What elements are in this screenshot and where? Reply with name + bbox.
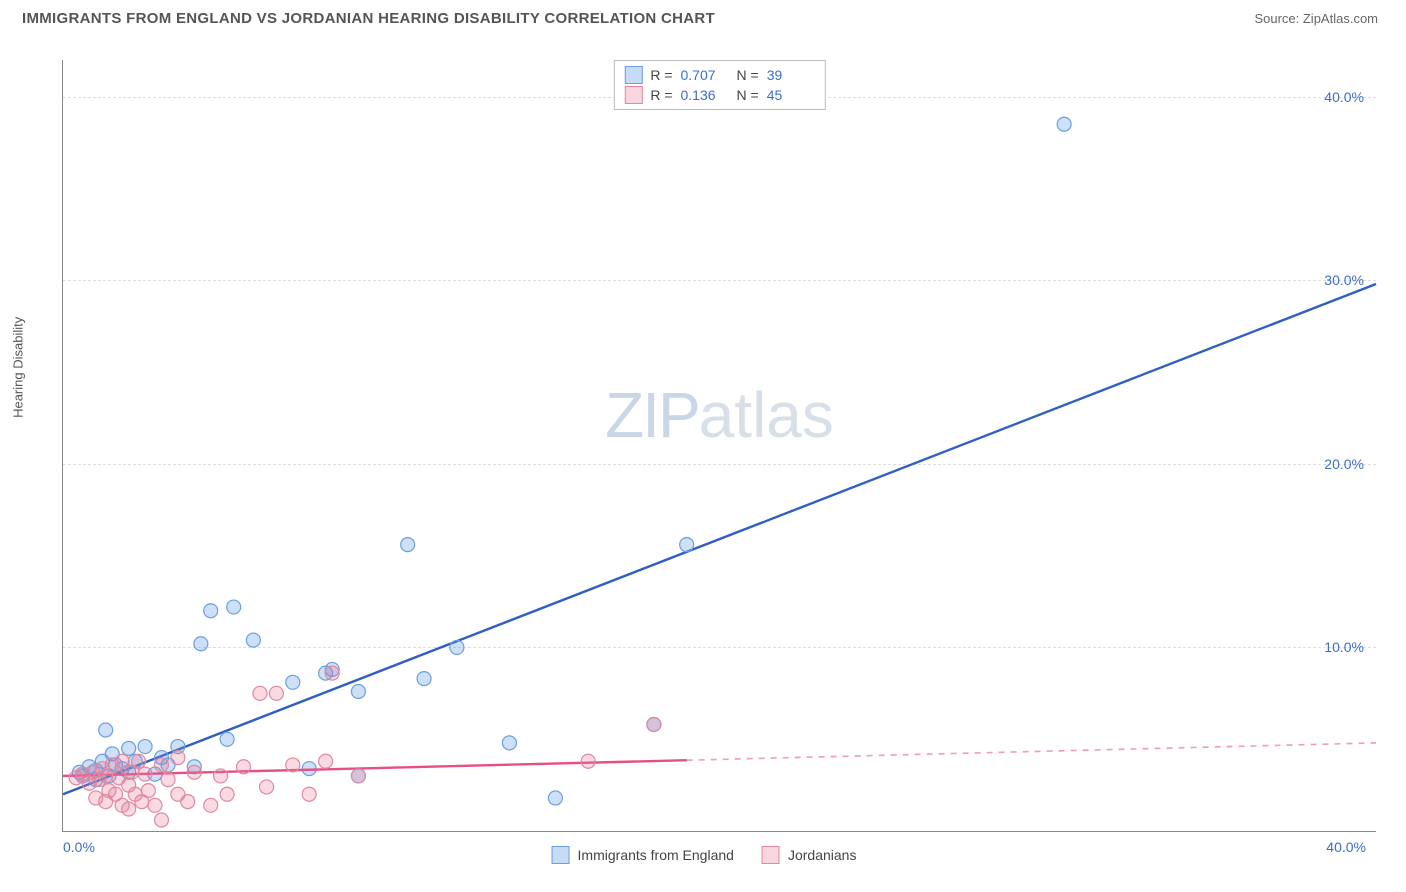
scatter-point — [351, 769, 365, 783]
stats-legend-box: R = 0.707 N = 39 R = 0.136 N = 45 — [613, 60, 825, 110]
scatter-point — [269, 686, 283, 700]
scatter-point — [417, 672, 431, 686]
scatter-point — [502, 736, 516, 750]
trend-line-extrapolated — [687, 743, 1376, 760]
scatter-point — [99, 723, 113, 737]
scatter-point — [171, 751, 185, 765]
scatter-point — [227, 600, 241, 614]
chart-source: Source: ZipAtlas.com — [1254, 11, 1378, 26]
scatter-point — [220, 787, 234, 801]
scatter-point — [351, 684, 365, 698]
scatter-point — [253, 686, 267, 700]
scatter-point — [214, 769, 228, 783]
scatter-point — [141, 784, 155, 798]
scatter-point — [260, 780, 274, 794]
scatter-point — [286, 758, 300, 772]
scatter-point — [122, 741, 136, 755]
scatter-point — [181, 795, 195, 809]
scatter-point — [204, 604, 218, 618]
y-axis-label: Hearing Disability — [11, 317, 26, 418]
n-label: N = — [737, 87, 759, 103]
scatter-point — [319, 754, 333, 768]
legend-swatch — [624, 86, 642, 104]
x-tick-min: 0.0% — [63, 839, 95, 855]
r-value: 0.136 — [681, 87, 729, 103]
x-tick-max: 40.0% — [1326, 839, 1366, 855]
scatter-svg — [63, 60, 1376, 831]
scatter-point — [401, 538, 415, 552]
scatter-point — [138, 740, 152, 754]
n-label: N = — [737, 67, 759, 83]
scatter-point — [161, 773, 175, 787]
trend-line — [63, 284, 1376, 794]
scatter-point — [548, 791, 562, 805]
scatter-point — [237, 760, 251, 774]
scatter-point — [450, 640, 464, 654]
legend-label: Immigrants from England — [578, 847, 734, 863]
r-value: 0.707 — [681, 67, 729, 83]
scatter-point — [194, 637, 208, 651]
legend-item: Jordanians — [762, 846, 857, 864]
stats-row: R = 0.707 N = 39 — [624, 65, 814, 85]
legend-label: Jordanians — [788, 847, 857, 863]
stats-row: R = 0.136 N = 45 — [624, 85, 814, 105]
scatter-point — [246, 633, 260, 647]
scatter-point — [187, 765, 201, 779]
scatter-point — [154, 758, 168, 772]
scatter-point — [138, 767, 152, 781]
scatter-point — [1057, 117, 1071, 131]
scatter-point — [148, 798, 162, 812]
r-label: R = — [650, 67, 672, 83]
scatter-point — [122, 802, 136, 816]
scatter-point — [204, 798, 218, 812]
scatter-point — [131, 754, 145, 768]
chart-header: IMMIGRANTS FROM ENGLAND VS JORDANIAN HEA… — [0, 0, 1406, 33]
chart-title: IMMIGRANTS FROM ENGLAND VS JORDANIAN HEA… — [22, 10, 715, 27]
n-value: 45 — [767, 87, 815, 103]
bottom-legend: Immigrants from England Jordanians — [552, 846, 857, 864]
r-label: R = — [650, 87, 672, 103]
scatter-point — [115, 754, 129, 768]
n-value: 39 — [767, 67, 815, 83]
legend-swatch — [624, 66, 642, 84]
legend-swatch — [762, 846, 780, 864]
legend-item: Immigrants from England — [552, 846, 734, 864]
scatter-point — [302, 787, 316, 801]
scatter-point — [647, 718, 661, 732]
scatter-point — [581, 754, 595, 768]
scatter-point — [220, 732, 234, 746]
scatter-point — [680, 538, 694, 552]
scatter-point — [154, 813, 168, 827]
legend-swatch — [552, 846, 570, 864]
scatter-point — [325, 666, 339, 680]
scatter-point — [286, 675, 300, 689]
plot-area: ZIPatlas 10.0%20.0%30.0%40.0% R = 0.707 … — [62, 60, 1376, 832]
chart-container: Hearing Disability ZIPatlas 10.0%20.0%30… — [22, 40, 1386, 882]
